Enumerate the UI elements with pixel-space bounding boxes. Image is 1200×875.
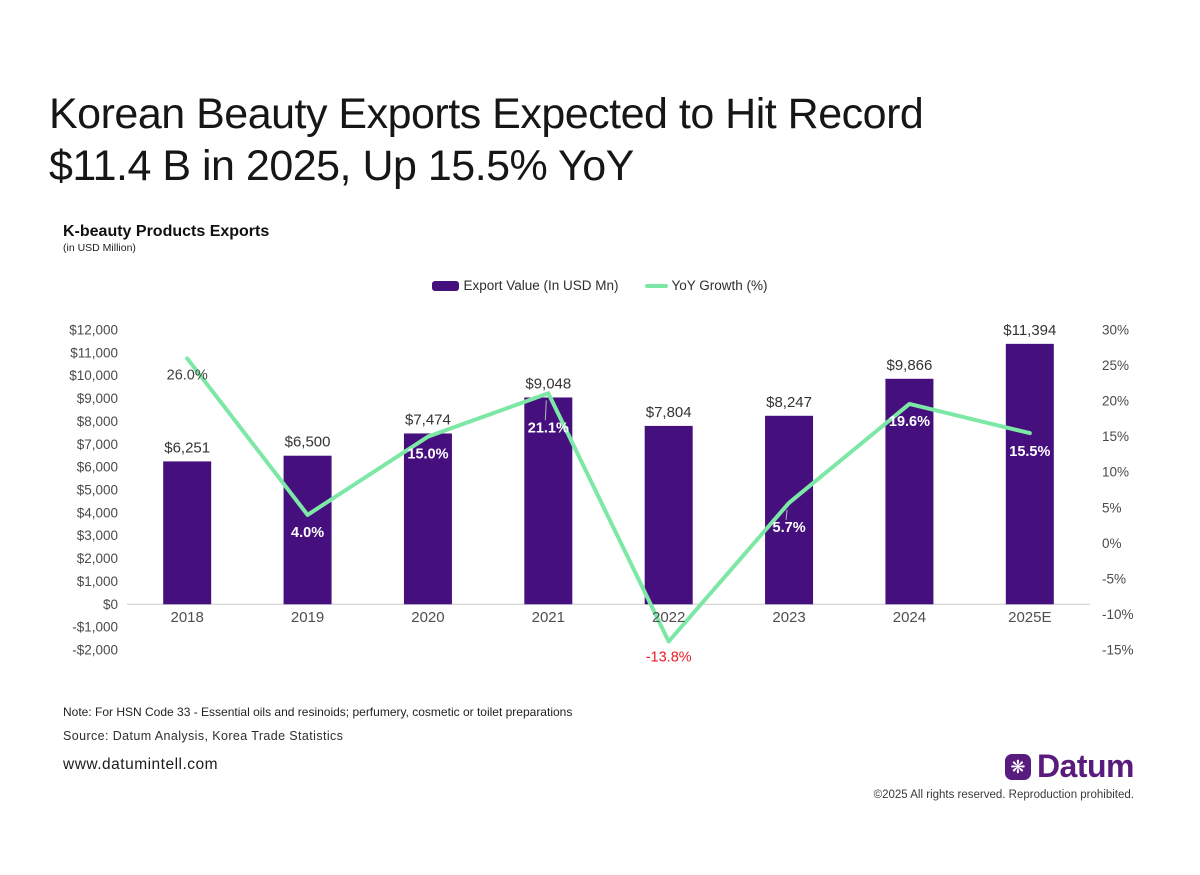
left-axis-tick: $4,000 [77,505,118,520]
export-bar-2020 [403,433,452,605]
right-axis-tick: 30% [1102,323,1129,338]
chart-canvas: $12,000 $11,000 $10,000 $9,000 $8,000 $7,000 $… [69,322,1134,666]
legend-label-export-value: Export Value (In USD Mn) [463,278,619,293]
legend-label-yoy-growth: YoY Growth (%) [671,278,768,293]
export-bar-2019 [283,455,332,605]
left-axis-tick: $1,000 [77,574,118,589]
left-axis-tick: $6,000 [77,460,118,475]
growth-point-label: 26.0% [167,367,208,383]
right-axis-tick: 0% [1102,536,1122,551]
export-bar-2022 [644,425,693,605]
left-axis-tick: $8,000 [77,414,118,429]
label-leader-line [785,509,788,520]
export-bar-2021 [524,397,573,605]
bar-value-label: $11,394 [1003,322,1056,339]
x-axis-label-2020: 2020 [411,609,444,626]
page-title-line2: $11.4 B in 2025, Up 15.5% YoY [49,142,634,190]
copyright-line: ©2025 All rights reserved. Reproduction … [873,789,1134,801]
x-axis-label-2025E: 2025E [1008,609,1051,626]
export-bar-2018 [163,461,212,605]
bar-value-label: $9,048 [525,375,571,392]
legend-item-yoy-growth: YoY Growth (%) [644,278,768,293]
growth-point-label: 4.0% [291,525,324,541]
x-axis-label-2022: 2022 [652,609,685,626]
growth-point-label: 5.7% [773,520,806,536]
legend-item-export-value: Export Value (In USD Mn) [432,278,619,293]
x-axis-label-2021: 2021 [532,609,565,626]
bar-value-label: $6,500 [285,434,331,451]
right-axis-tick: 15% [1102,429,1129,444]
growth-point-label: -13.8% [646,649,692,665]
export-bar-2023 [765,415,814,605]
growth-point-label: 15.5% [1009,444,1050,460]
left-axis-tick: $5,000 [77,483,118,498]
left-axis-tick: -$1,000 [72,620,118,635]
x-axis-label-2023: 2023 [772,609,805,626]
left-axis-tick: $10,000 [69,368,118,383]
bar-value-label: $8,247 [766,394,812,411]
right-axis-tick: -15% [1102,643,1134,658]
bar-swatch-icon [432,280,460,291]
right-axis-tick: -5% [1102,571,1126,586]
chart-legend: Export Value (In USD Mn) YoY Growth (%) [0,278,1200,293]
right-axis-tick: 10% [1102,465,1129,480]
yoy-growth-line [185,356,1032,644]
website-url: www.datumintell.com [63,756,219,773]
brand-logo: ❋ Datum [1004,748,1135,785]
left-axis-tick: $9,000 [77,391,118,406]
footnote: Note: For HSN Code 33 - Essential oils a… [63,705,573,719]
chart-title: K-beauty Products Exports [63,223,270,240]
right-axis-tick: 25% [1102,358,1129,373]
left-axis-tick: -$2,000 [72,643,118,658]
left-axis-tick: $11,000 [70,345,118,360]
growth-point-label: 19.6% [889,414,930,430]
line-swatch-icon [644,283,668,288]
bar-value-label: $9,866 [886,357,932,374]
left-axis-tick: $2,000 [77,551,118,566]
x-axis-label-2024: 2024 [893,609,926,626]
snowflake-medallion-icon: ❋ [1004,753,1031,780]
page-title-line1: Korean Beauty Exports Expected to Hit Re… [49,90,924,138]
page-title: Korean Beauty Exports Expected to Hit Re… [49,88,924,192]
label-leader-line [544,400,547,421]
left-axis-tick: $12,000 [69,323,118,338]
x-axis-label-2018: 2018 [171,609,204,626]
bar-value-label: $7,474 [405,411,451,428]
right-axis-tick: 20% [1102,394,1129,409]
right-axis-tick: -10% [1102,607,1134,622]
growth-point-label: 15.0% [407,447,448,463]
right-axis-tick: 5% [1102,500,1122,515]
chart-subtitle: (in USD Million) [63,242,136,254]
bar-value-label: $7,804 [646,404,692,421]
source-line: Source: Datum Analysis, Korea Trade Stat… [63,729,344,743]
x-axis-label-2019: 2019 [291,609,324,626]
left-axis-tick: $7,000 [77,437,118,452]
export-bar-2024 [885,378,934,605]
bar-value-label: $6,251 [164,439,210,456]
left-axis-tick: $0 [103,597,118,612]
brand-name: Datum [1036,748,1135,784]
export-bar-2025E [1005,343,1054,605]
growth-point-label: 21.1% [528,420,569,436]
left-axis-tick: $3,000 [77,528,118,543]
